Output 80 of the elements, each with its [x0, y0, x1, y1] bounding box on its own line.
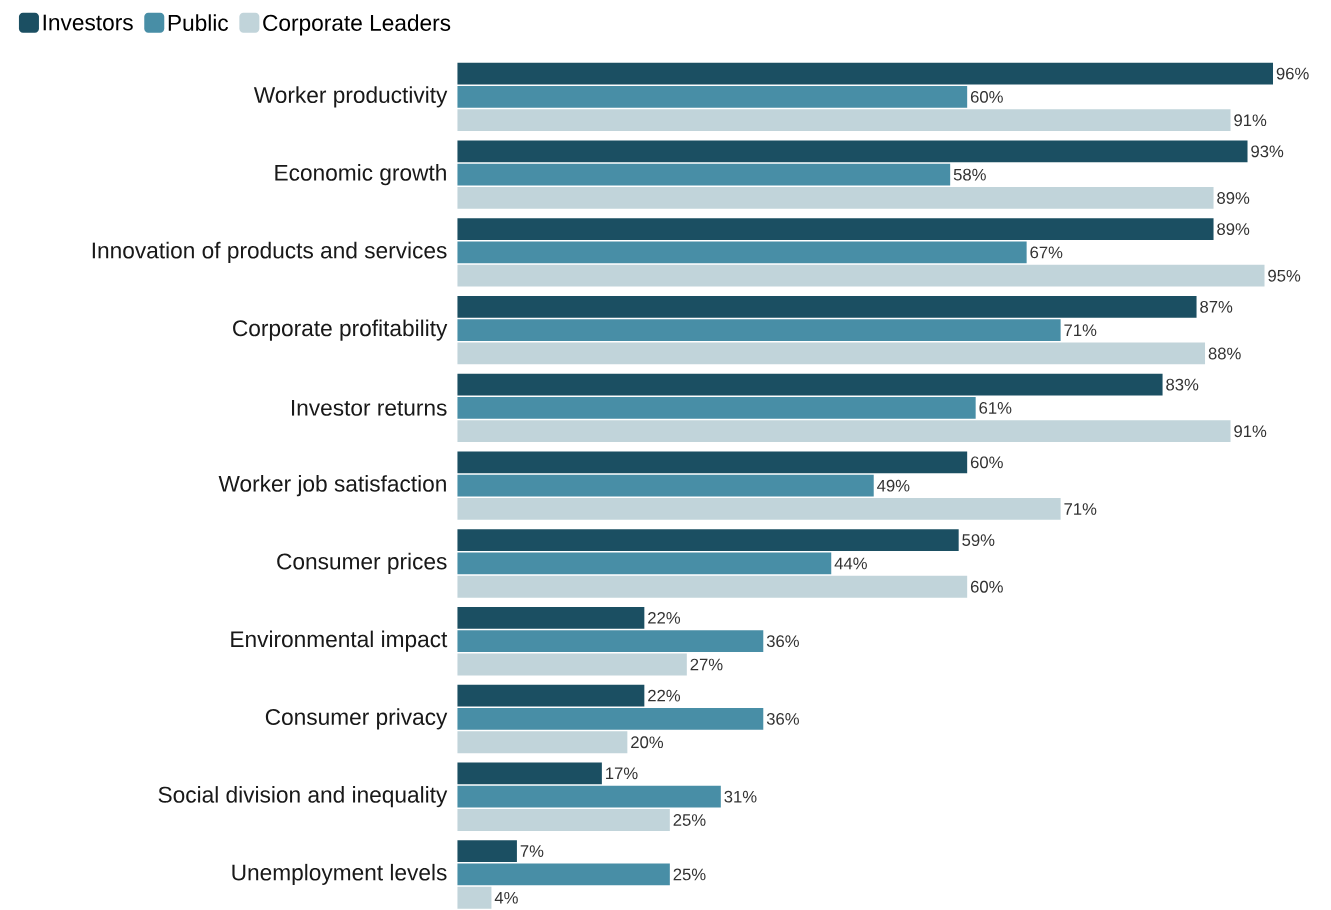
bar — [457, 607, 645, 629]
bar — [457, 498, 1061, 521]
bar — [457, 265, 1265, 287]
bar — [457, 241, 1027, 264]
bar — [457, 630, 764, 653]
y-tick-label: Corporate profitability — [233, 319, 448, 341]
bar — [457, 163, 951, 186]
y-tick-label: Worker productivity — [253, 86, 448, 108]
data-label: 22% — [648, 689, 681, 702]
bar — [457, 420, 1231, 443]
y-tick-label: Economic growth — [275, 164, 446, 186]
data-label: 44% — [834, 557, 867, 570]
bar — [457, 86, 968, 108]
bar — [457, 218, 1214, 241]
data-label: 7% — [520, 845, 544, 858]
data-label: 20% — [631, 736, 664, 749]
data-label: 89% — [1217, 223, 1250, 236]
data-label: 71% — [1064, 324, 1097, 337]
data-label: 49% — [877, 479, 910, 492]
data-label: 93% — [1251, 145, 1284, 158]
bar — [457, 529, 959, 552]
y-tick-label: Consumer privacy — [265, 708, 448, 730]
bar — [457, 786, 721, 808]
bar — [457, 319, 1061, 342]
bar — [457, 762, 602, 785]
y-tick-label: Investor returns — [291, 400, 447, 417]
data-label: 31% — [724, 791, 757, 803]
bar — [457, 475, 874, 497]
data-label: 87% — [1200, 301, 1233, 313]
data-label: 67% — [1030, 246, 1063, 259]
data-label: 61% — [979, 402, 1012, 415]
legend-label: Public — [168, 14, 229, 32]
bar — [457, 552, 832, 575]
data-label: 27% — [690, 658, 723, 671]
data-label: 58% — [953, 168, 986, 181]
bar — [457, 342, 1206, 365]
bar — [457, 576, 968, 598]
bar — [457, 296, 1197, 318]
bar — [457, 731, 628, 754]
data-label: 36% — [766, 713, 799, 726]
bar — [457, 62, 1273, 85]
bar — [457, 708, 764, 731]
y-tick-label: Environmental impact — [231, 630, 448, 652]
bar — [457, 109, 1231, 132]
bar — [457, 397, 976, 420]
bar — [457, 140, 1248, 163]
data-label: 88% — [1208, 347, 1241, 360]
y-tick-label: Innovation of products and services — [92, 242, 447, 264]
bar — [457, 887, 492, 909]
bar — [457, 684, 645, 707]
legend-label: Investors — [43, 14, 133, 31]
y-tick-label: Worker job satisfaction — [218, 475, 446, 497]
data-label: 36% — [766, 635, 799, 648]
data-label: 60% — [970, 581, 1003, 593]
legend-label: Corporate Leaders — [263, 14, 451, 36]
data-label: 91% — [1234, 425, 1267, 438]
y-tick-label: Consumer prices — [277, 553, 447, 575]
data-label: 91% — [1234, 114, 1267, 127]
y-tick-label: Social division and inequality — [158, 786, 448, 808]
data-label: 4% — [494, 892, 518, 904]
data-label: 95% — [1268, 270, 1301, 282]
y-tick-label: Unemployment levels — [232, 864, 447, 886]
data-label: 89% — [1217, 192, 1250, 205]
bar — [457, 809, 670, 832]
data-label: 22% — [648, 612, 681, 624]
data-label: 25% — [673, 868, 706, 881]
bar — [457, 451, 968, 474]
data-label: 71% — [1064, 503, 1097, 516]
data-label: 17% — [606, 767, 638, 780]
data-label: 60% — [970, 456, 1003, 469]
bar — [457, 840, 517, 863]
bar — [457, 653, 687, 676]
data-label: 25% — [673, 814, 706, 827]
bar — [457, 863, 670, 886]
data-label: 59% — [962, 534, 995, 547]
bar — [457, 187, 1214, 210]
data-label: 83% — [1166, 378, 1199, 391]
bar — [457, 373, 1163, 396]
data-label: 96% — [1276, 67, 1309, 80]
data-label: 60% — [970, 91, 1003, 104]
